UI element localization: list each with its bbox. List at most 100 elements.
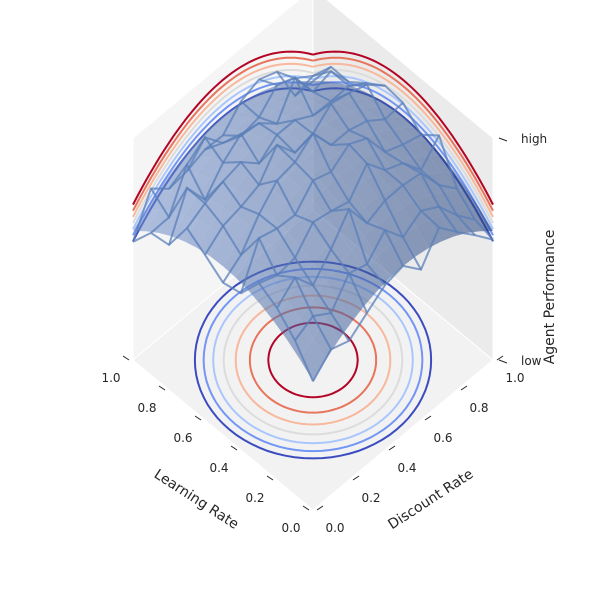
surface-patch [300,84,326,92]
wireframe-line [312,65,494,241]
x-tick-label: 0.6 [173,431,192,445]
surface-patch [274,176,301,203]
surface-patch [415,140,442,156]
surface-patch [223,146,249,166]
surface-patch [325,153,352,177]
y-tick-mark [496,355,504,361]
surface-patch [235,256,262,291]
surface-patch [197,157,223,178]
surface-patch [338,250,365,285]
z-tick-label: low [521,354,542,368]
surface-patch [274,231,301,265]
surface-patch [377,166,403,190]
surface-patch [364,133,391,152]
y-axis-label: Discount Rate [385,466,476,533]
x-tick-label: 0.2 [245,491,264,505]
left-wall-contour [132,68,314,224]
surface-patch [313,246,339,282]
surface-patch [325,133,352,153]
y-tick-label: 0.4 [397,461,416,475]
right-wall-contour [312,50,494,206]
surface-patch [377,244,403,278]
surface-patch [313,215,339,247]
surface-patch [313,81,339,84]
surface-patch [210,142,236,161]
surface-patch [300,174,326,201]
surface-patch [261,91,288,100]
y-tick-mark [316,505,324,511]
surface-patch [403,127,429,141]
surface-patch [223,166,249,190]
surface-patch [338,284,365,323]
surface-patch [235,98,262,107]
surface-patch [338,111,365,127]
x-tick-mark [302,505,310,511]
surface-patch [287,215,313,247]
left-wall-contour [132,50,314,206]
x-tick-mark [194,415,202,421]
y-tick-label: 0.2 [361,491,380,505]
x-tick-mark [230,445,238,451]
surface-patch [210,235,236,267]
surface-patch [377,215,403,245]
surface-patch [313,123,339,142]
surface-patch [351,180,378,208]
surface-patch [235,225,262,257]
surface-patch [248,236,275,270]
surface-patch [184,155,211,174]
surface-patch [235,197,262,226]
surface-patch [390,182,416,208]
surface-patch [261,190,288,219]
surface-patch [441,190,468,212]
surface-patch [364,118,391,134]
surface-patch [223,116,249,130]
y-tick-label: 1.0 [505,371,524,385]
surface-patch [415,174,442,196]
surface-patch [351,91,378,99]
y-tick-mark [424,415,432,421]
surface-patch [351,269,378,306]
surface-patch [377,129,403,147]
left-wall-contour [132,62,314,218]
x-tick-label: 0.8 [137,401,156,415]
z-axis-label: Agent Performance [542,230,558,365]
surface-patch [313,88,339,97]
wireframe-line [186,82,368,229]
surface-patch [287,162,313,188]
right-wall-contour [312,68,494,224]
y-tick-mark [352,475,360,481]
surface-patch [300,230,326,264]
surface-patch [235,106,262,119]
surface-patch [274,153,301,177]
x-tick-mark [158,385,166,391]
surface-patch [210,207,236,235]
surface-patch [403,141,429,158]
surface-patch [428,155,455,173]
surface-patch [300,338,326,381]
surface-patch [364,225,391,257]
surface-patch [338,126,365,145]
surface-patch [325,231,352,265]
y-tick-mark [460,385,468,391]
surface-patch [300,131,326,152]
surface-patch [197,226,223,257]
right-wall-contour [312,81,494,236]
wireframe-line [204,83,386,256]
surface-patch [403,226,429,257]
surface-patch [325,264,352,301]
surface-patch [261,250,288,285]
surface-patch [338,86,365,92]
wireframe-line [132,70,314,243]
ticks-group: 0.0 0.2 0.4 0.6 0.8 1.0 0.0 0.2 0.4 0.6 0.8 1.0 low h… [101,132,547,535]
surface-patch [325,86,352,94]
surface-patch [145,209,172,233]
surface-patch [300,115,326,132]
x-tick-label: 0.4 [209,461,228,475]
x-axis-label: Learning Rate [151,466,241,532]
surface-patch [248,91,275,99]
surface-patch [390,235,416,267]
y-tick-label: 0.0 [325,521,344,535]
surface-patch [403,177,429,201]
surface-patch [351,108,378,122]
